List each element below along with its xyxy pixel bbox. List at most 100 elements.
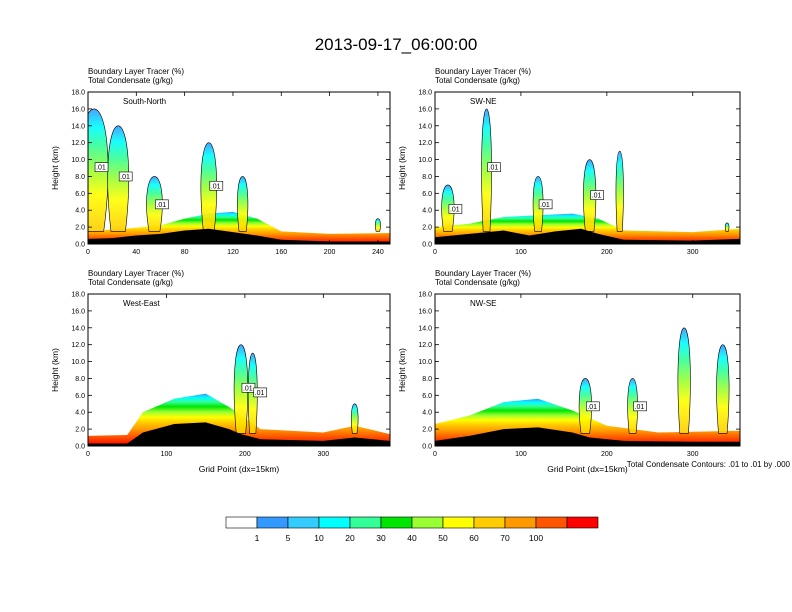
panel-3: .01.01 West-East Boundary Layer Tracer (%)… [50,269,391,474]
y-tick-label: 14.0 [71,123,85,130]
y-tick-label: 8.0 [75,174,85,181]
y-tick-label: 10.0 [418,359,432,366]
condensate-plume [237,176,249,232]
colorbar-label: 10 [314,533,324,543]
plot-area: .01 .01 [435,327,740,446]
x-tick-label: 160 [275,249,287,256]
y-tick-label: 6.0 [422,191,432,198]
y-tick-label: 2.0 [422,225,432,232]
x-tick-label: 300 [317,451,329,458]
y-tick-label: 14.0 [71,325,85,332]
y-tick-label: 4.0 [422,410,432,417]
y-axis-title: Height (km) [50,348,60,392]
x-tick-label: 0 [433,451,437,458]
y-tick-label: 16.0 [418,308,432,315]
y-tick-label: 6.0 [422,393,432,400]
contour-label-box [155,199,169,210]
x-tick-label: 300 [687,249,699,256]
condensate-plume [351,403,359,434]
y-tick-label: 0.0 [75,444,85,451]
condensate-plume [107,125,129,232]
contour-label-box [94,162,109,172]
condensate-plume [615,150,624,232]
left-string-2: Total Condensate (g/kg) [88,278,173,287]
panel-2: .01 .01 .01 .01 SW-NE Boundary Layer Tracer (… [397,67,741,256]
y-tick-label: 6.0 [75,393,85,400]
y-tick-label: 16.0 [418,106,432,113]
x-tick-label: 200 [324,249,336,256]
contour-label: .01 [587,404,597,411]
y-tick-label: 18.0 [418,292,432,299]
contour-label-box [538,199,553,210]
plot-frame [87,293,391,447]
x-tick-label: 100 [161,451,173,458]
location-marker [586,236,594,244]
colorbar-cell [473,516,506,529]
colorbar-cell [411,516,444,529]
y-tick-label: 16.0 [71,308,85,315]
colorbar-label: 20 [345,533,355,543]
plot-frame [434,293,741,447]
colorbar-cell [380,516,413,529]
contour-label-box [487,162,501,172]
condensate-plume [583,159,597,232]
plot-frame [434,91,741,245]
contour-label: .01 [635,404,645,411]
y-tick-label: 8.0 [422,376,432,383]
panels: .01 .01 .01 .01 South-North Boundary Layer Tr… [50,67,741,474]
contour-label-box [209,180,224,191]
y-tick-label: 8.0 [422,174,432,181]
y-tick-label: 10.0 [418,157,432,164]
colorbar-label: 1 [255,533,260,543]
x-tick-label: 200 [601,451,613,458]
contour-label: .01 [120,174,130,181]
x-tick-label: 120 [227,249,239,256]
y-tick-label: 2.0 [75,427,85,434]
contour-label-box [253,387,268,398]
figure-title: 2013-09-17_06:00:00 [315,35,478,54]
condensate-plume [627,378,638,434]
condensate-plume [724,222,730,232]
contour-label-box [448,204,463,214]
left-string-1: Boundary Layer Tracer (%) [88,269,184,278]
x-tick-label: 100 [515,249,527,256]
colorbar-cell [442,516,475,529]
left-string-1: Boundary Layer Tracer (%) [435,269,531,278]
y-tick-label: 14.0 [418,325,432,332]
x-tick-label: 0 [86,451,90,458]
condensate-plume [200,142,217,232]
y-tick-label: 12.0 [71,342,85,349]
condensate-plume [146,176,163,232]
colorbar: 1 5 10 20 30 40 50 60 70 100 [225,516,599,543]
left-string-2: Total Condensate (g/kg) [435,76,520,85]
location-marker [235,236,243,244]
condensate-plume [441,184,455,232]
panel-label: NW-SE [470,299,497,308]
left-string-1: Boundary Layer Tracer (%) [435,67,531,76]
y-tick-label: 12.0 [71,140,85,147]
x-tick-label: 200 [601,249,613,256]
colorbar-label: 40 [407,533,417,543]
y-tick-label: 0.0 [422,444,432,451]
contour-footnote: Total Condensate Contours: .01 to .01 by… [627,460,791,469]
y-axis-title: Height (km) [397,348,407,392]
colorbar-cell [318,516,351,529]
y-axis-title: Height (km) [50,146,60,190]
x-axis-title: Grid Point (dx=15km) [199,464,280,474]
contour-label: .01 [211,183,221,190]
panel-label: South-North [123,97,166,106]
contour-label: .01 [96,165,106,172]
y-tick-label: 12.0 [418,140,432,147]
terrain [435,228,740,244]
y-tick-label: 18.0 [71,90,85,97]
colorbar-cell [225,516,258,529]
x-tick-label: 40 [132,249,140,256]
y-tick-label: 12.0 [418,342,432,349]
terrain [435,427,740,446]
y-tick-label: 2.0 [422,427,432,434]
left-string-2: Total Condensate (g/kg) [435,278,520,287]
condensate-plume [578,378,592,434]
x-axis-title: Grid Point (dx=15km) [547,464,628,474]
condensate-plume [247,352,258,434]
